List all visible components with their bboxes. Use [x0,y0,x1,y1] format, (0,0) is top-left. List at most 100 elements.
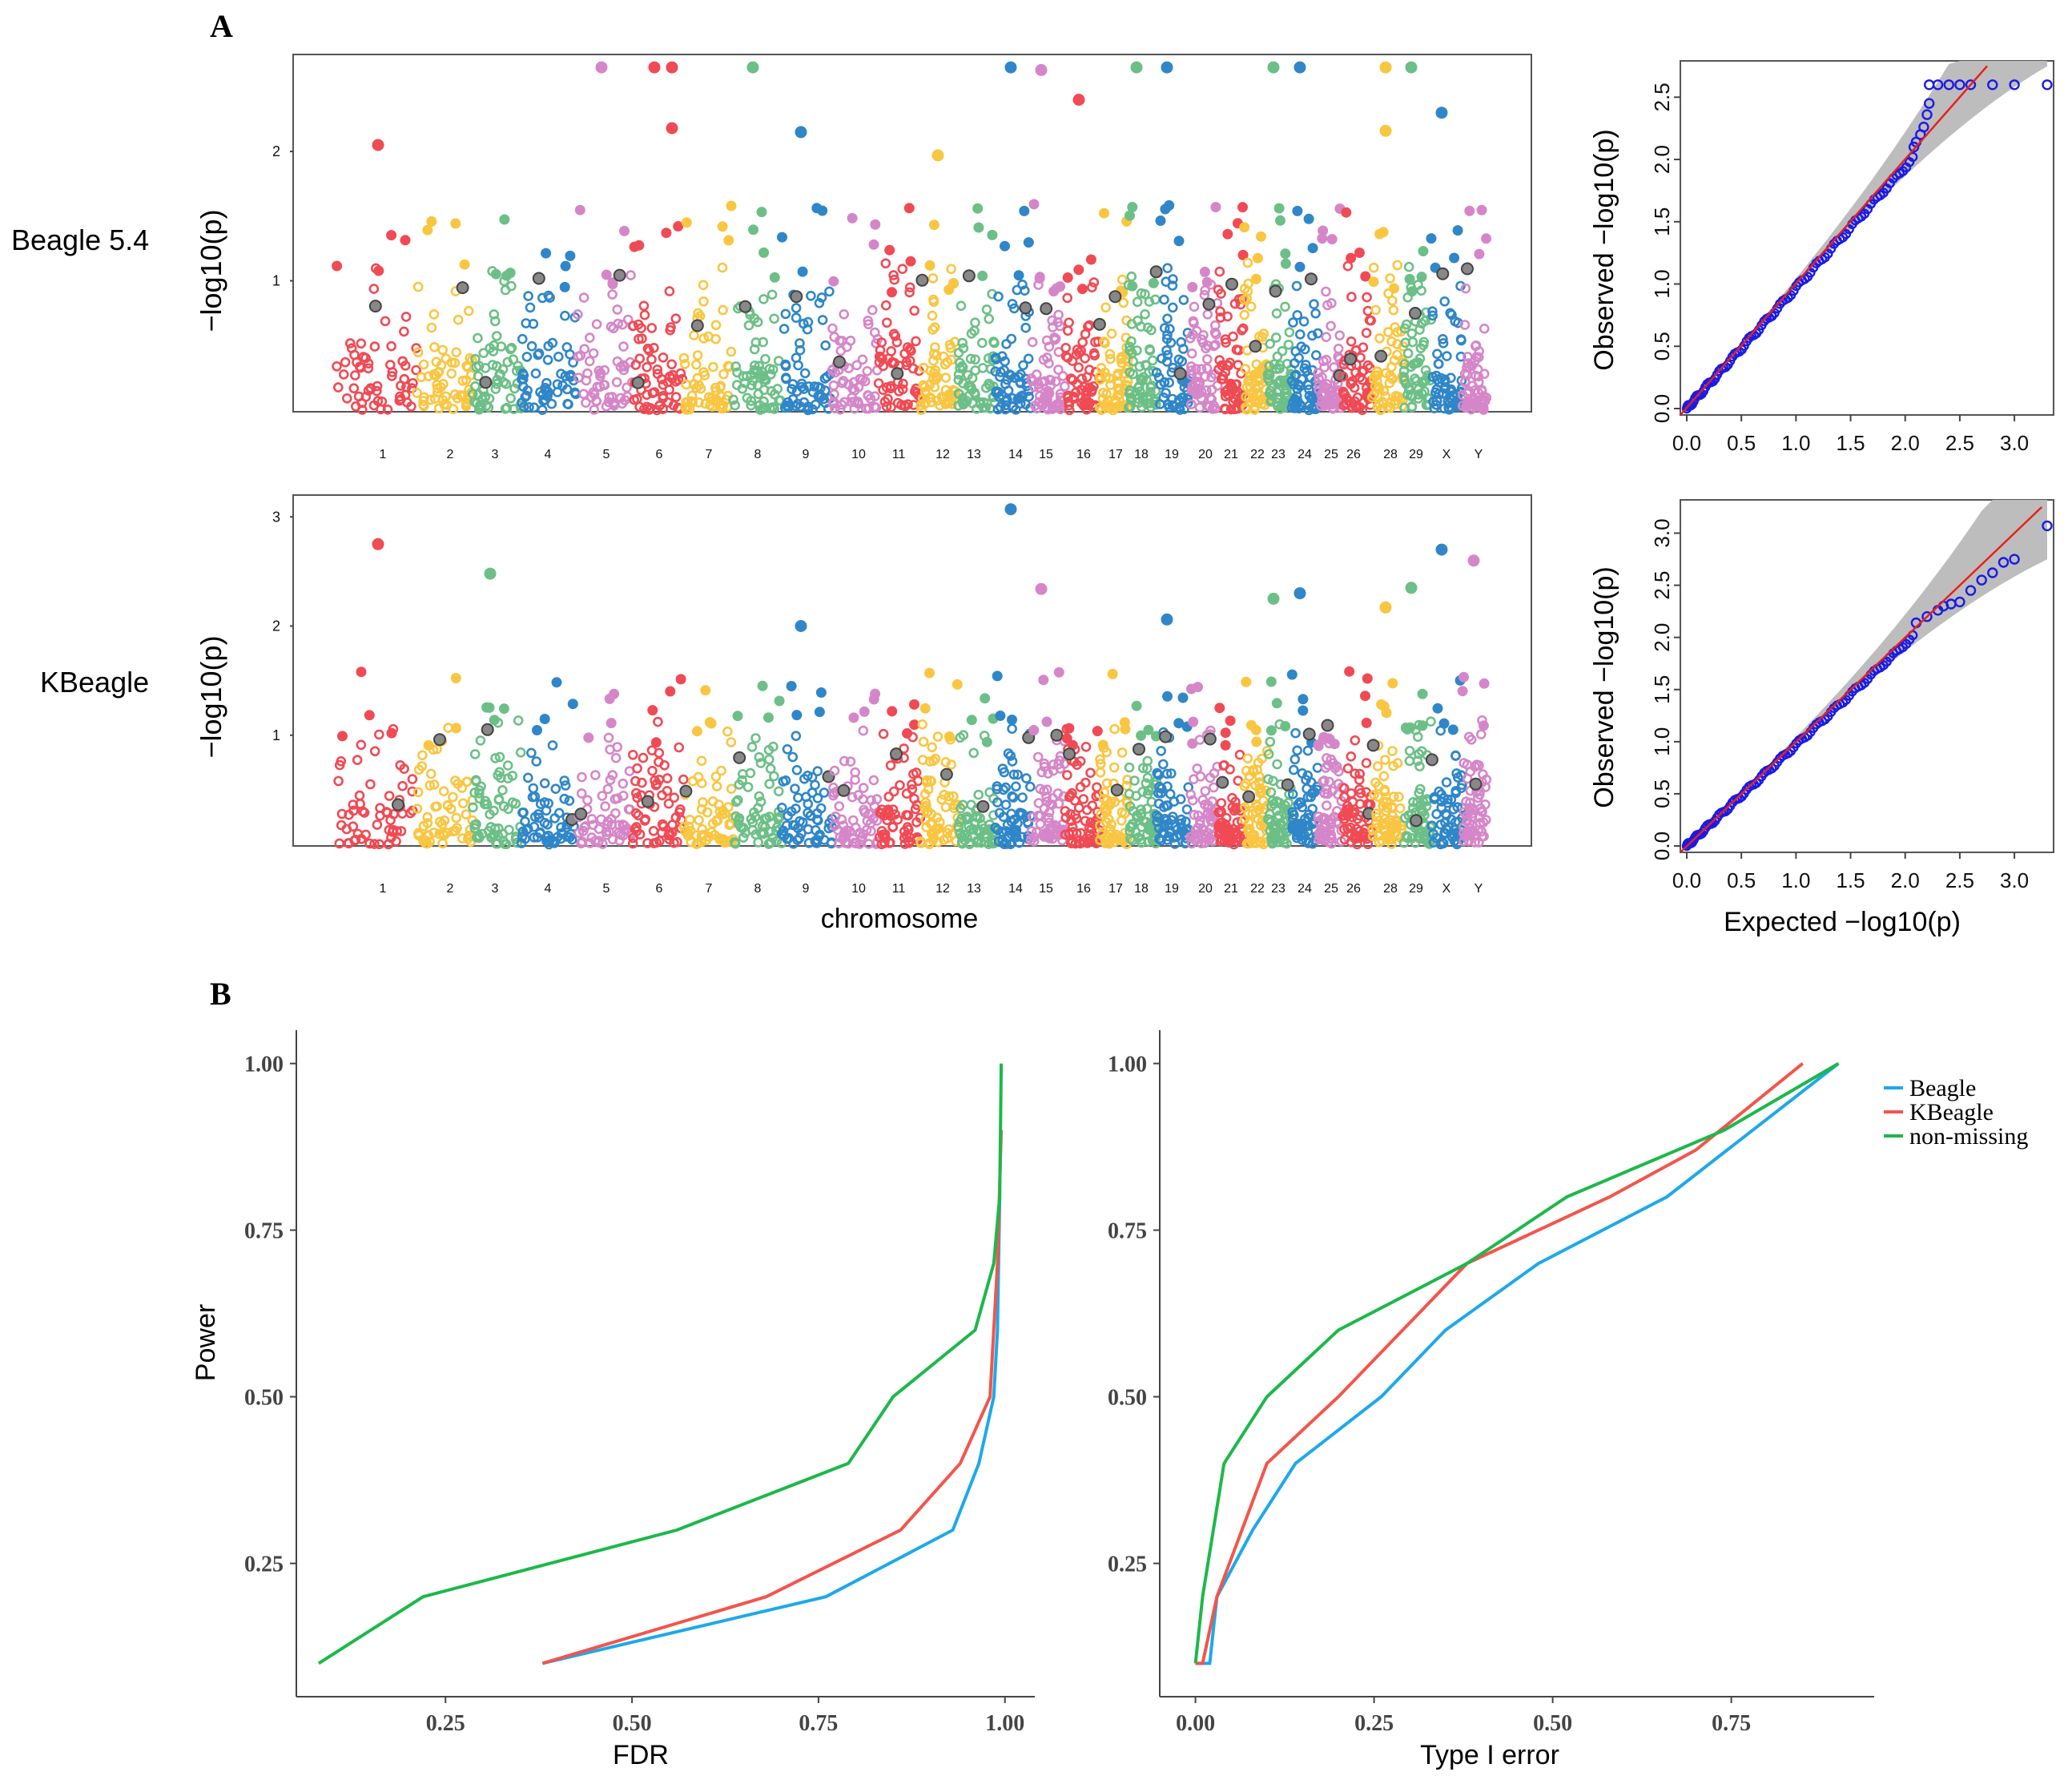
snp-point [681,404,692,415]
snp-point [1162,263,1173,274]
snp-point [535,387,545,397]
snp-point [348,383,360,394]
snp-point [1048,759,1059,770]
chromosome-label-24: 24 [1298,882,1312,896]
snp-point [1372,401,1382,413]
snp-point [811,814,823,825]
snp-point [630,807,642,819]
snp-point [780,308,791,320]
snp-point [966,715,977,726]
snp-point [1186,370,1197,381]
snp-point [1126,336,1137,347]
snp-point [1300,344,1310,355]
snp-point [1080,328,1091,340]
snp-point [1220,403,1230,414]
snp-point [1126,319,1137,329]
snp-point [670,392,682,402]
causal-snp-point [1242,790,1256,803]
snp-point [1099,207,1109,219]
top-hit-point [1267,592,1280,605]
snp-point [1082,804,1092,815]
snp-point [743,320,754,331]
qq-point [1908,141,1920,153]
chromosome-label-10: 10 [851,882,866,896]
snp-point [1406,390,1416,401]
snp-point [1382,832,1393,844]
snp-point [909,699,919,710]
snp-point [1474,248,1485,260]
snp-point [1366,315,1376,326]
chromosome-label-7: 7 [706,448,713,461]
snp-point [627,838,638,849]
causal-snp-point [1469,777,1483,791]
snp-point [1189,301,1200,312]
qq-point [1921,109,1933,120]
snp-point [779,324,790,334]
snp-point [1041,791,1052,803]
snp-point [576,838,586,849]
snp-point [859,804,869,815]
snp-point [928,826,939,836]
snp-point [1118,368,1129,379]
y-tick-label: 3 [272,509,280,525]
snp-point [1142,788,1153,799]
manhattan-xlabel: chromosome [821,904,979,934]
snp-point [1249,369,1260,381]
snp-point [847,791,858,803]
snp-point [953,388,964,399]
snp-point [765,826,775,837]
snp-point [1293,352,1304,364]
legend: Beagle KBeagle non-missing [1884,1075,2028,1150]
causal-snp-point [1050,728,1064,742]
snp-point [1464,205,1475,216]
series-line-beagle [541,1196,1002,1665]
qq-point [1998,557,2010,568]
snp-point [499,214,510,225]
snp-point [1027,336,1038,348]
top-hit-point [1161,61,1173,74]
snp-point [814,297,825,308]
snp-point [782,833,792,844]
snp-point [832,824,843,836]
x-tick-label: 1.0 [1781,431,1810,455]
snp-point [1289,754,1301,765]
snp-point [1101,778,1112,789]
snp-point [1265,676,1277,687]
snp-point [1254,777,1265,788]
snp-point [1313,368,1323,378]
snp-point [879,829,891,840]
snp-point [859,706,870,717]
snp-point [592,381,603,393]
snp-point [591,319,602,330]
snp-point [674,742,685,753]
snp-point [1201,276,1213,288]
snp-point [1268,775,1278,787]
snp-point [1358,342,1369,353]
snp-point [1211,329,1221,340]
snp-point [1020,322,1031,333]
chromosome-label-22: 22 [1250,882,1265,896]
snp-point [1106,819,1116,830]
snp-point [1287,789,1298,799]
snp-point [397,356,408,367]
snp-point [863,390,874,401]
snp-point [1386,361,1397,373]
snp-point [957,360,968,372]
x-tick-label: 0.00 [1176,1711,1215,1736]
snp-point [428,309,440,320]
snp-point [787,384,797,395]
snp-point [469,787,480,798]
snp-point [956,300,967,312]
snp-point [935,817,945,828]
snp-point [666,359,678,370]
snp-point [1280,301,1290,312]
snp-point [606,718,617,729]
snp-point [1012,818,1023,829]
snp-point [774,695,785,707]
snp-point [814,707,825,718]
snp-point [1294,261,1306,272]
snp-point [678,352,690,364]
snp-point [505,344,516,355]
x-tick-label: 3.0 [2000,431,2029,455]
snp-point [1414,353,1426,364]
